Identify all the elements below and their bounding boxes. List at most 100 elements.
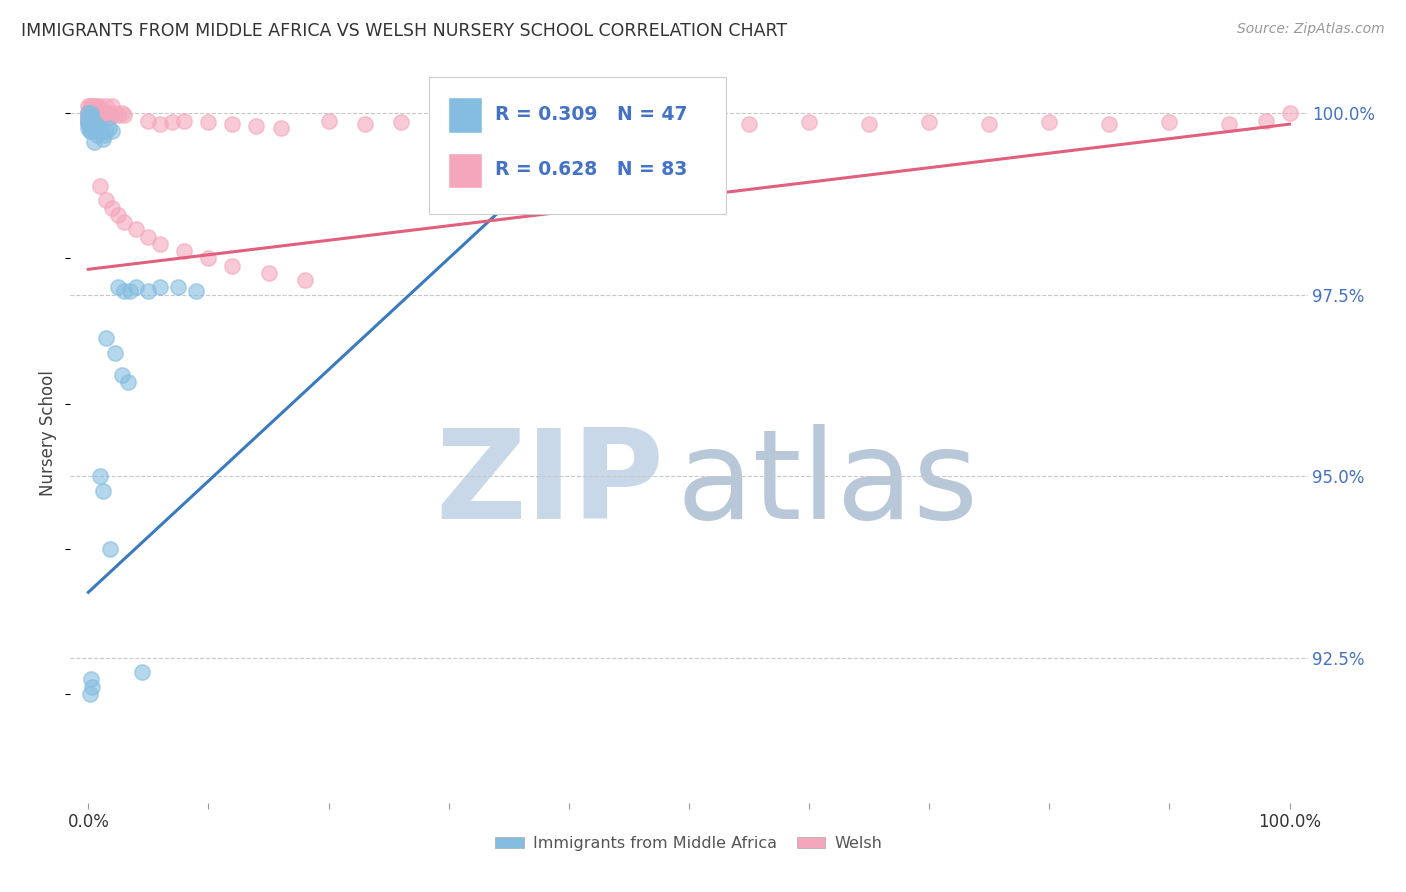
- Point: [79, 124, 101, 138]
- Point: [101, 99, 124, 113]
- Point: [112, 284, 135, 298]
- Point: [485, 115, 508, 129]
- Point: [96, 99, 118, 113]
- Point: [80, 106, 103, 120]
- Point: [738, 117, 761, 131]
- FancyBboxPatch shape: [429, 78, 725, 214]
- Point: [437, 117, 460, 131]
- Point: [558, 117, 581, 131]
- Point: [91, 108, 114, 122]
- Point: [89, 178, 111, 193]
- Point: [77, 106, 100, 120]
- Point: [79, 113, 101, 128]
- Point: [186, 284, 208, 298]
- Point: [101, 201, 124, 215]
- Point: [120, 284, 142, 298]
- Point: [149, 236, 172, 251]
- Point: [80, 680, 103, 694]
- Text: R = 0.309   N = 47: R = 0.309 N = 47: [495, 104, 688, 124]
- Point: [1159, 115, 1181, 129]
- Point: [89, 120, 111, 135]
- FancyBboxPatch shape: [447, 153, 482, 188]
- Point: [858, 117, 880, 131]
- Point: [82, 99, 104, 113]
- Point: [87, 120, 110, 135]
- Point: [149, 280, 172, 294]
- Point: [979, 117, 1001, 131]
- Point: [86, 128, 108, 142]
- Point: [91, 483, 114, 498]
- Point: [93, 128, 115, 142]
- Point: [112, 215, 135, 229]
- Point: [80, 110, 103, 124]
- Point: [83, 136, 105, 150]
- Point: [80, 99, 103, 113]
- Point: [245, 120, 267, 134]
- Point: [83, 108, 105, 122]
- Point: [111, 106, 134, 120]
- Text: Source: ZipAtlas.com: Source: ZipAtlas.com: [1237, 22, 1385, 37]
- Point: [107, 280, 129, 294]
- Point: [80, 106, 103, 120]
- Point: [257, 266, 280, 280]
- Point: [77, 99, 100, 113]
- Point: [173, 244, 195, 259]
- Point: [131, 665, 153, 680]
- Point: [79, 687, 101, 701]
- Y-axis label: Nursery School: Nursery School: [39, 369, 58, 496]
- Point: [87, 108, 110, 122]
- Point: [79, 99, 101, 113]
- Point: [89, 469, 111, 483]
- Point: [80, 99, 103, 113]
- Point: [353, 117, 375, 131]
- Point: [1038, 115, 1060, 129]
- Point: [77, 112, 100, 126]
- Point: [107, 108, 129, 122]
- Point: [80, 108, 103, 122]
- FancyBboxPatch shape: [447, 97, 482, 133]
- Point: [112, 108, 135, 122]
- Point: [1098, 117, 1121, 131]
- Point: [138, 229, 160, 244]
- Point: [221, 117, 243, 131]
- Point: [97, 108, 120, 122]
- Point: [80, 108, 103, 122]
- Point: [197, 115, 219, 129]
- Point: [79, 108, 101, 122]
- Point: [117, 375, 139, 389]
- Point: [79, 117, 101, 131]
- Point: [80, 124, 103, 138]
- Point: [96, 106, 118, 120]
- Point: [80, 110, 103, 124]
- Point: [162, 115, 184, 129]
- Legend: Immigrants from Middle Africa, Welsh: Immigrants from Middle Africa, Welsh: [489, 830, 889, 858]
- Point: [104, 345, 127, 359]
- Point: [149, 117, 172, 131]
- Point: [89, 99, 111, 113]
- Point: [89, 106, 111, 120]
- Point: [90, 106, 112, 120]
- Point: [318, 113, 340, 128]
- Point: [98, 110, 121, 124]
- Point: [101, 124, 124, 138]
- Point: [86, 99, 108, 113]
- Point: [270, 120, 292, 135]
- Point: [79, 106, 101, 120]
- Point: [1218, 117, 1240, 131]
- Point: [678, 115, 700, 129]
- Point: [77, 110, 100, 124]
- Point: [82, 113, 104, 128]
- Point: [294, 273, 316, 287]
- Point: [96, 194, 118, 208]
- Point: [173, 113, 195, 128]
- Point: [93, 110, 115, 124]
- Point: [79, 110, 101, 124]
- Point: [82, 110, 104, 124]
- Text: IMMIGRANTS FROM MIDDLE AFRICA VS WELSH NURSERY SCHOOL CORRELATION CHART: IMMIGRANTS FROM MIDDLE AFRICA VS WELSH N…: [21, 22, 787, 40]
- Point: [96, 331, 118, 345]
- Point: [77, 115, 100, 129]
- Text: atlas: atlas: [676, 424, 979, 545]
- Point: [77, 108, 100, 122]
- Point: [79, 110, 101, 124]
- Point: [197, 252, 219, 266]
